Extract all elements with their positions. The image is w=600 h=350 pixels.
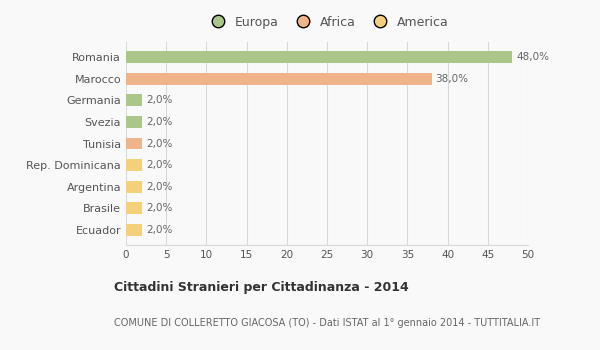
Bar xyxy=(126,51,512,63)
Bar xyxy=(126,94,142,106)
Text: 38,0%: 38,0% xyxy=(436,74,469,84)
Bar xyxy=(126,116,142,128)
Bar xyxy=(126,224,142,236)
Text: 2,0%: 2,0% xyxy=(146,117,172,127)
Text: 2,0%: 2,0% xyxy=(146,160,172,170)
Bar xyxy=(126,181,142,192)
Text: 2,0%: 2,0% xyxy=(146,225,172,235)
Text: 2,0%: 2,0% xyxy=(146,139,172,148)
Bar xyxy=(126,138,142,149)
Text: 48,0%: 48,0% xyxy=(516,52,549,62)
Text: Cittadini Stranieri per Cittadinanza - 2014: Cittadini Stranieri per Cittadinanza - 2… xyxy=(114,280,409,294)
Legend: Europa, Africa, America: Europa, Africa, America xyxy=(206,16,448,29)
Text: 2,0%: 2,0% xyxy=(146,95,172,105)
Bar xyxy=(126,73,431,85)
Bar xyxy=(126,202,142,214)
Text: 2,0%: 2,0% xyxy=(146,182,172,192)
Text: COMUNE DI COLLERETTO GIACOSA (TO) - Dati ISTAT al 1° gennaio 2014 - TUTTITALIA.I: COMUNE DI COLLERETTO GIACOSA (TO) - Dati… xyxy=(114,317,540,328)
Bar xyxy=(126,159,142,171)
Text: 2,0%: 2,0% xyxy=(146,203,172,213)
